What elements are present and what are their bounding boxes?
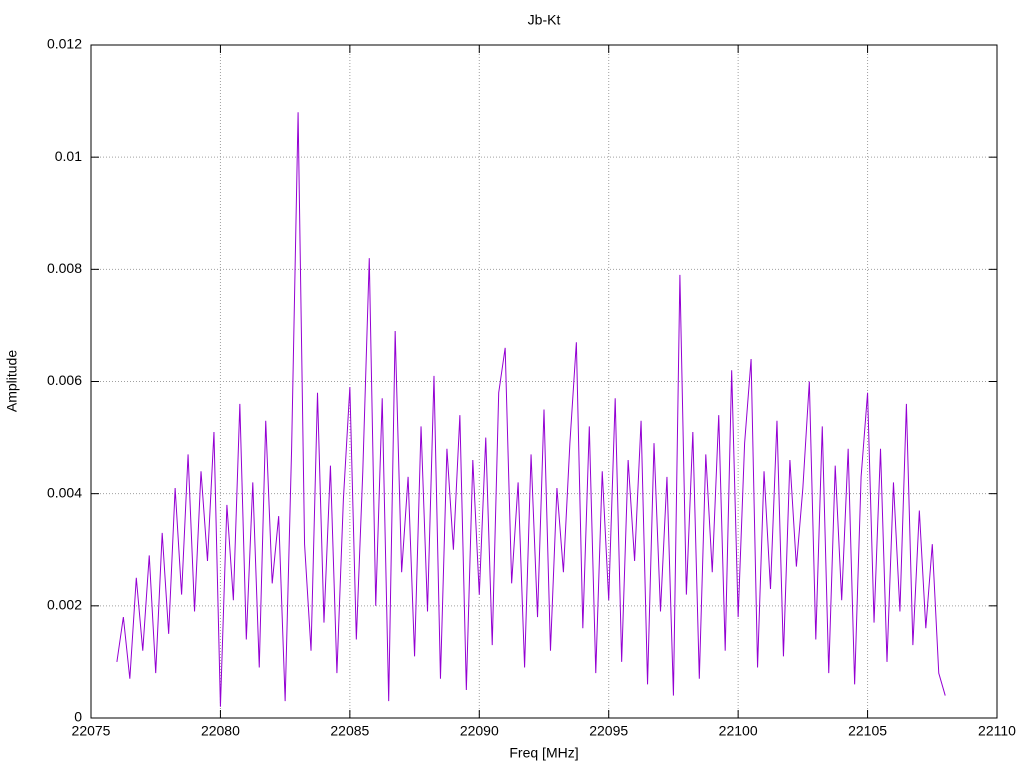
x-tick-label: 22100 (719, 723, 758, 739)
x-tick-label: 22095 (589, 723, 628, 739)
y-tick-label: 0.006 (47, 372, 82, 388)
data-line (116, 112, 946, 707)
y-tick-label: 0.012 (47, 36, 82, 52)
y-tick-label: 0 (74, 709, 82, 725)
x-tick-label: 22105 (848, 723, 887, 739)
x-tick-label: 22075 (72, 723, 111, 739)
chart-title: Jb-Kt (528, 12, 561, 28)
y-tick-label: 0.004 (47, 484, 82, 500)
plot-frame (90, 44, 998, 719)
x-tick-label: 22085 (330, 723, 369, 739)
y-tick-label: 0.002 (47, 597, 82, 613)
y-axis-label: Amplitude (4, 350, 20, 412)
x-tick-label: 22080 (201, 723, 240, 739)
y-tick-label: 0.008 (47, 260, 82, 276)
x-tick-label: 22090 (460, 723, 499, 739)
x-tick-label: 22110 (978, 723, 1016, 739)
x-axis-label: Freq [MHz] (509, 745, 578, 761)
y-tick-label: 0.01 (55, 148, 82, 164)
